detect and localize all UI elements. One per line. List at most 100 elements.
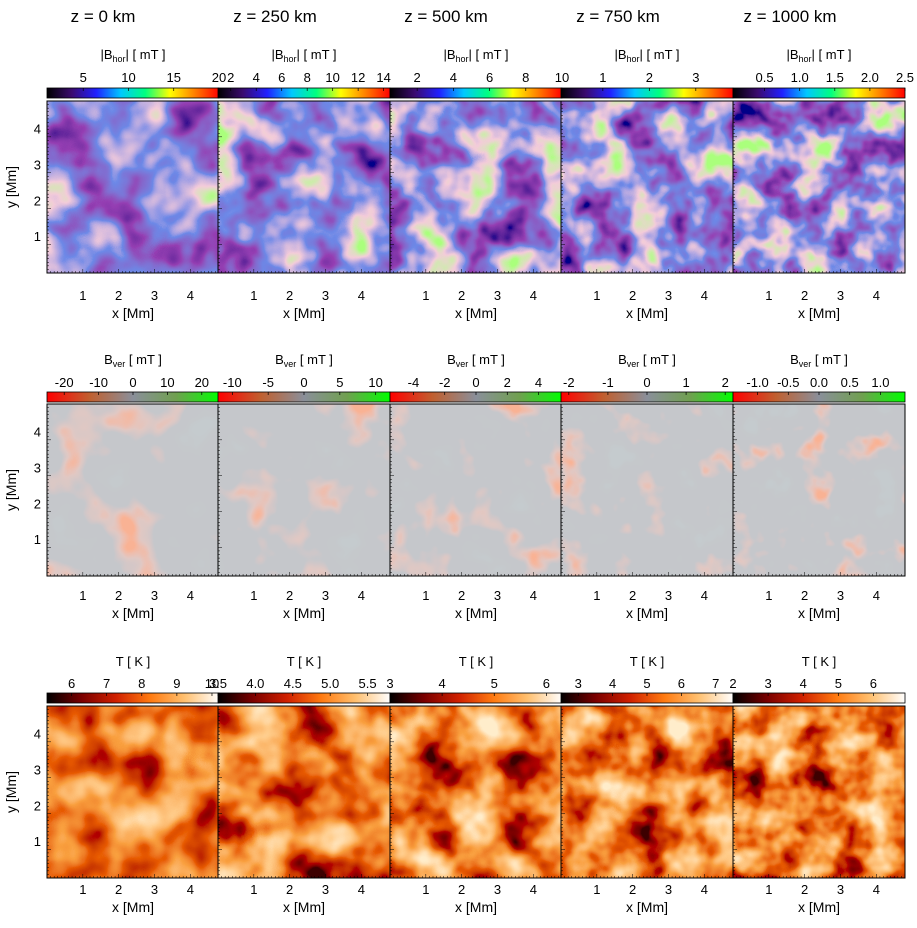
y-tick-label: 2 xyxy=(34,496,41,511)
panel-0-2: |Bhor| [ mT ]2 4 6 8 101 2 3 4x [Mm] xyxy=(389,47,569,321)
colorbar-title: |Bhor| [ mT ] xyxy=(443,47,508,64)
colorbar-tick-label: 9 xyxy=(173,676,180,691)
x-tick-label: 1 xyxy=(422,882,429,897)
colorbar xyxy=(217,692,391,704)
colorbar-tick-label: 2.0 xyxy=(861,70,879,85)
colorbar-tick-label: 6 xyxy=(678,676,685,691)
colorbar-title: |Bhor| [ mT ] xyxy=(786,47,851,64)
panel-2-3: T [ K ] 3 4 5 6 7 1 2 3 4 x [Mm] xyxy=(560,654,734,915)
heatmap-field xyxy=(47,706,219,878)
colorbar-tick-label: 0.5 xyxy=(756,70,774,85)
x-axis-label: x [Mm] xyxy=(283,305,325,321)
panel-2-0: T [ K ] 6 7 8 9 10 1 2 3 4 x [Mm] xyxy=(46,654,220,915)
x-tick-label: 4 xyxy=(873,588,880,603)
column-titles: z = 0 km z = 250 km z = 500 km z = 750 k… xyxy=(71,7,837,26)
x-tick-label: 4 xyxy=(187,288,194,303)
heatmap-field xyxy=(561,706,733,878)
colorbar-tick-label: 0.0 xyxy=(810,375,828,390)
heatmap-field xyxy=(733,101,905,273)
x-tick-label: 4 xyxy=(187,882,194,897)
heatmap-field xyxy=(218,706,390,878)
x-tick-label: 2 xyxy=(115,288,122,303)
colorbar-tick-label: 3 xyxy=(575,676,582,691)
panel-2-1: T [ K ] 3.5 4.0 4.5 5.0 5.5 1 2 3 4 x [Mm] xyxy=(209,654,391,915)
x-tick-label: 4 xyxy=(701,882,708,897)
y-tick-label: 1 xyxy=(34,834,41,849)
panel-2-2: T [ K ] 3 4 5 6 1 2 3 4 x [Mm] xyxy=(386,654,563,915)
x-tick-label: 3 xyxy=(322,882,329,897)
colorbar-tick-label: -2 xyxy=(563,375,575,390)
panel-1-2: Bver [ mT ] -4 -2 0 2 4 1 2 3 4 x [Mm] xyxy=(389,352,563,621)
colorbar-tick-label: 2.5 xyxy=(896,70,914,85)
colorbar-tick-label: 10 xyxy=(205,676,219,691)
colorbar-tick-label: 1 xyxy=(682,375,689,390)
colorbar-tick-label: -4 xyxy=(408,375,420,390)
colorbar-title: |Bhor| [ mT ] xyxy=(614,47,679,64)
x-tick-label: 3 xyxy=(665,288,672,303)
panel-1-4: Bver [ mT ] -1.0 -0.5 0.0 0.5 1.0 1 2 3 4 x [Mm] xyxy=(732,352,906,621)
colorbar-tick-label: 2 xyxy=(729,676,736,691)
x-axis-label: x [Mm] xyxy=(798,605,840,621)
colorbar-tick-label: 10 xyxy=(121,70,135,85)
heatmap-field xyxy=(733,706,905,878)
x-tick-label: 1 xyxy=(79,588,86,603)
y-tick-label: 3 xyxy=(34,763,41,778)
colorbar-title: T [ K ] xyxy=(459,654,493,669)
x-axis-label: x [Mm] xyxy=(626,899,668,915)
x-tick-label: 4 xyxy=(873,288,880,303)
colorbar-tick-label: 20 xyxy=(195,375,209,390)
colorbar-title: Bver [ mT ] xyxy=(447,352,505,369)
colorbar-tick-label: 4 xyxy=(800,676,807,691)
x-axis-label: x [Mm] xyxy=(112,899,154,915)
x-tick-label: 3 xyxy=(494,588,501,603)
colorbar-tick-label: 6 xyxy=(68,676,75,691)
colorbar-tick-label: 6 xyxy=(870,676,877,691)
x-tick-label: 4 xyxy=(358,288,365,303)
column-title-2: z = 500 km xyxy=(404,7,488,26)
x-tick-label: 4 xyxy=(873,882,880,897)
colorbar-tick-label: 6 xyxy=(278,70,285,85)
colorbar-tick-label: 10 xyxy=(325,70,339,85)
colorbar-tick-label: 5 xyxy=(336,375,343,390)
colorbar-tick-label: 4 xyxy=(535,375,542,390)
y-tick-label: 4 xyxy=(34,727,41,742)
x-tick-label: 4 xyxy=(358,588,365,603)
colorbar-title: T [ K ] xyxy=(287,654,321,669)
y-axis-label: y [Mm] xyxy=(3,771,19,813)
x-axis-label: x [Mm] xyxy=(112,605,154,621)
x-axis-label: x [Mm] xyxy=(626,305,668,321)
colorbar-tick-label: 5 xyxy=(491,676,498,691)
colorbar xyxy=(732,692,906,704)
x-tick-label: 1 xyxy=(765,588,772,603)
x-tick-label: 4 xyxy=(530,288,537,303)
heatmap-field xyxy=(733,404,905,576)
colorbar-tick-label: 3 xyxy=(764,676,771,691)
x-tick-label: 3 xyxy=(322,588,329,603)
colorbar-tick-label: 5.0 xyxy=(321,676,339,691)
colorbar-tick-label: 4 xyxy=(450,70,457,85)
colorbar-tick-label: 4 xyxy=(439,676,446,691)
x-tick-label: 2 xyxy=(115,588,122,603)
colorbar-title: Bver [ mT ] xyxy=(790,352,848,369)
panel-0-0: |Bhor| [ mT ] 5 10 15 20 1 2 3 4 x [Mm] xyxy=(46,47,226,321)
column-title-3: z = 750 km xyxy=(576,7,660,26)
colorbar-tick-label: -1.0 xyxy=(746,375,768,390)
colorbar-tick-label: 5 xyxy=(835,676,842,691)
x-tick-label: 1 xyxy=(593,288,600,303)
x-axis-label: x [Mm] xyxy=(626,605,668,621)
x-tick-label: 1 xyxy=(765,288,772,303)
x-tick-label: 1 xyxy=(593,588,600,603)
x-tick-label: 3 xyxy=(837,588,844,603)
colorbar-title: T [ K ] xyxy=(630,654,664,669)
colorbar-tick-label: -1 xyxy=(602,375,614,390)
colorbar-tick-label: 5 xyxy=(643,676,650,691)
colorbar-title: T [ K ] xyxy=(802,654,836,669)
column-title-4: z = 1000 km xyxy=(743,7,836,26)
x-tick-label: 4 xyxy=(701,288,708,303)
colorbar-tick-label: 6 xyxy=(486,70,493,85)
colorbar-tick-label: 12 xyxy=(351,70,365,85)
x-tick-label: 2 xyxy=(286,588,293,603)
